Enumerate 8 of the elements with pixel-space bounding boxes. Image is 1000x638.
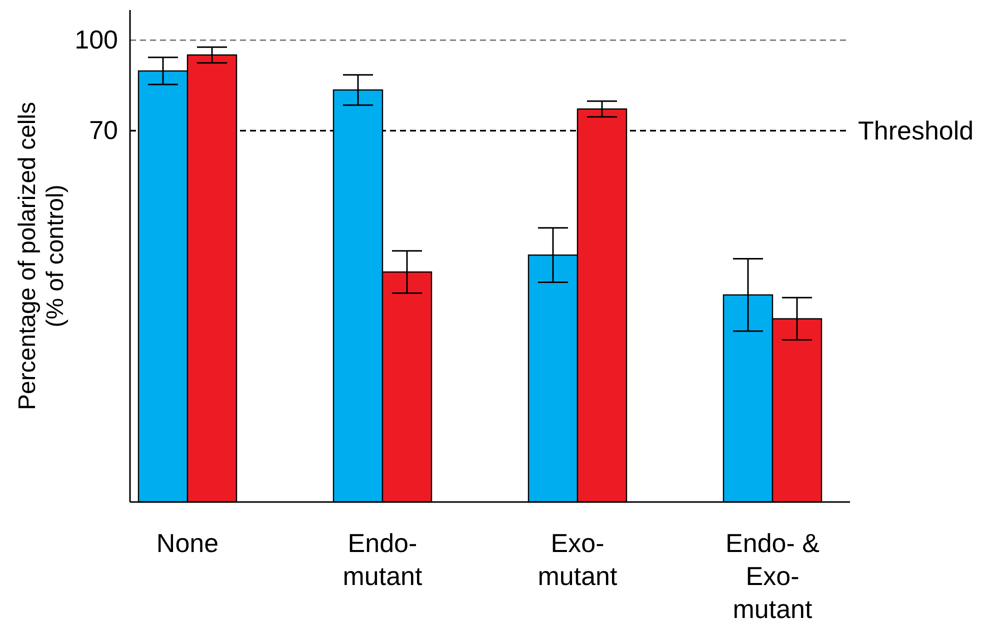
ref-line-label: Threshold xyxy=(858,116,974,146)
y-axis-title: Percentage of polarized cells (% of control) xyxy=(14,102,69,410)
x-tick-label: None xyxy=(156,528,219,558)
x-tick-label: Endo- & Exo- mutant xyxy=(726,528,820,624)
x-tick-label: Exo- mutant xyxy=(538,528,618,591)
y-tick-label: 70 xyxy=(89,115,118,146)
x-tick-label: Endo- mutant xyxy=(342,528,424,591)
y-tick-label: 100 xyxy=(74,24,118,55)
